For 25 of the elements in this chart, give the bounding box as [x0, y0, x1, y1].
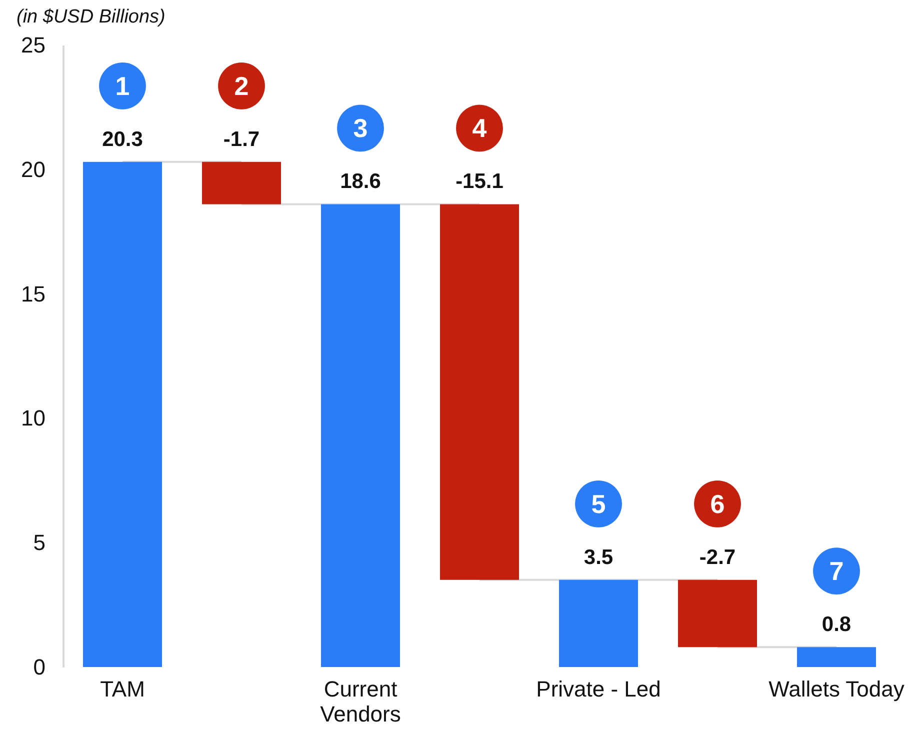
- annotation: 3: [353, 113, 368, 144]
- data-label: 0.8: [822, 613, 852, 636]
- y-tick-label: 15: [21, 281, 46, 306]
- annotation: 6: [710, 488, 725, 519]
- x-tick-label: Wallets Today: [768, 676, 904, 702]
- y-tick-label: 10: [21, 406, 46, 431]
- data-label: -1.7: [223, 128, 260, 151]
- data-label: 18.6: [340, 170, 381, 194]
- annotation: 1: [115, 70, 130, 101]
- annotation: 5: [591, 488, 606, 519]
- x-tick-label: Private - Led: [536, 676, 661, 702]
- y-tick-label: 5: [33, 530, 46, 556]
- data-label: -15.1: [456, 170, 504, 194]
- y-tick-label: 25: [21, 32, 46, 58]
- y-axis-title: (in $USD Billions): [16, 6, 166, 28]
- x-tick-label: TAM: [100, 676, 145, 702]
- y-tick-label: 20: [21, 156, 46, 182]
- y-tick-label: 0: [33, 654, 46, 680]
- data-label: 20.3: [102, 128, 143, 151]
- data-label: 3.5: [584, 546, 614, 569]
- annotation: 4: [472, 113, 488, 144]
- annotation: 7: [829, 556, 844, 586]
- annotation: 2: [234, 70, 249, 101]
- x-tick-label: Current Vendors: [320, 676, 401, 726]
- data-label: -2.7: [699, 546, 736, 569]
